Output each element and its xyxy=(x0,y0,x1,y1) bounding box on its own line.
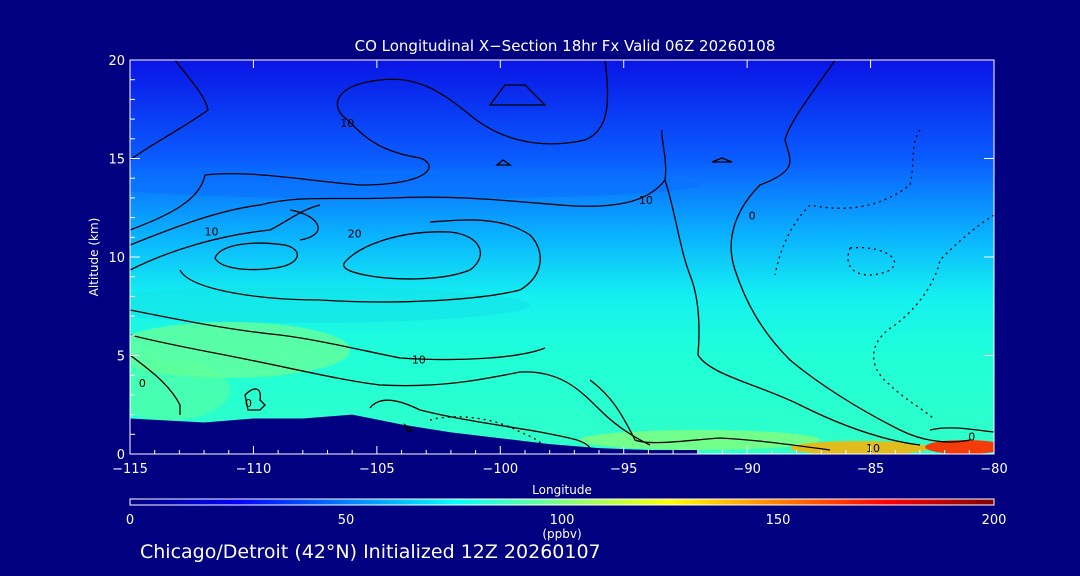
colorbar-unit-label: (ppbv) xyxy=(542,527,581,541)
x-tick-label: −100 xyxy=(482,462,518,477)
x-tick-label: −115 xyxy=(112,462,148,477)
contour-label: 20 xyxy=(348,227,362,240)
contour-label: 10 xyxy=(204,225,218,238)
contour-line xyxy=(343,231,482,280)
contour-line-dotted xyxy=(774,129,921,276)
contour-labels: 10 10 20 10 10 0 0 0 10 0 xyxy=(139,117,975,455)
contour-line xyxy=(664,179,921,446)
contour-line xyxy=(403,423,414,433)
chart-title: CO Longitudinal X−Section 18hr Fx Valid … xyxy=(355,37,776,55)
contour-label: 10 xyxy=(340,117,354,130)
contour-label: 10 xyxy=(639,194,653,207)
x-tick-label: −90 xyxy=(733,462,760,477)
contour-lines xyxy=(130,60,994,451)
colorbar-tick-label: 200 xyxy=(982,513,1007,528)
colorbar-tick-label: 0 xyxy=(126,513,134,528)
footer-caption: Chicago/Detroit (42°N) Initialized 12Z 2… xyxy=(140,541,601,563)
x-tick-label: −110 xyxy=(236,462,272,477)
x-tick-label: −105 xyxy=(359,462,395,477)
contour-line xyxy=(130,117,430,231)
contour-line xyxy=(214,242,298,271)
contour-line xyxy=(130,334,651,446)
colorbar-tick-label: 100 xyxy=(550,513,575,528)
x-tick-label: −95 xyxy=(610,462,637,477)
contour-label: 0 xyxy=(245,397,252,410)
colorbar-gradient xyxy=(129,498,995,506)
contour-label: 0 xyxy=(968,430,975,443)
y-tick-label: 0 xyxy=(117,448,125,463)
contour-line xyxy=(130,60,209,161)
field-background xyxy=(130,60,994,454)
contour-line xyxy=(730,60,971,443)
terrain-mask xyxy=(130,414,698,454)
contour-line xyxy=(711,157,733,163)
x-axis: −115 −110 −105 −100 −95 −90 −85 −80 xyxy=(112,60,1008,477)
contour-label: 0 xyxy=(749,210,756,223)
contour-line xyxy=(130,309,546,361)
contour-line xyxy=(244,388,266,411)
contour-label: 0 xyxy=(139,377,146,390)
y-tick-label: 15 xyxy=(108,153,125,168)
contour-line xyxy=(130,354,181,415)
colorbar-tick-label: 50 xyxy=(338,513,355,528)
colorbar: 0 50 100 150 200 xyxy=(126,498,1007,528)
field-band-upper xyxy=(130,171,700,199)
field-band-mid xyxy=(130,287,530,323)
contour-line xyxy=(130,129,667,246)
co-field xyxy=(130,60,994,454)
colorbar-tick-label: 150 xyxy=(766,513,791,528)
x-axis-label: Longitude xyxy=(532,483,592,497)
contour-line-dotted xyxy=(873,214,994,421)
y-tick-label: 10 xyxy=(108,251,125,266)
x-tick-label: −80 xyxy=(980,462,1007,477)
field-max-region xyxy=(925,440,994,454)
x-tick-label: −85 xyxy=(857,462,884,477)
y-tick-label: 20 xyxy=(108,54,125,69)
contour-line xyxy=(369,399,591,449)
contour-label: 10 xyxy=(412,353,426,366)
y-tick-label: 5 xyxy=(117,350,125,365)
y-axis-label: Altitude (km) xyxy=(87,218,101,297)
contour-line xyxy=(495,159,513,166)
contour-line xyxy=(336,60,609,145)
contour-line xyxy=(929,427,994,433)
y-axis: 0 5 10 15 20 xyxy=(108,54,994,463)
contour-line-dotted xyxy=(847,246,896,276)
contour-line xyxy=(589,379,831,451)
contour-line-dotted xyxy=(429,416,543,449)
contour-line xyxy=(488,84,547,106)
contour-line xyxy=(179,209,541,303)
contour-label: 10 xyxy=(866,442,880,455)
